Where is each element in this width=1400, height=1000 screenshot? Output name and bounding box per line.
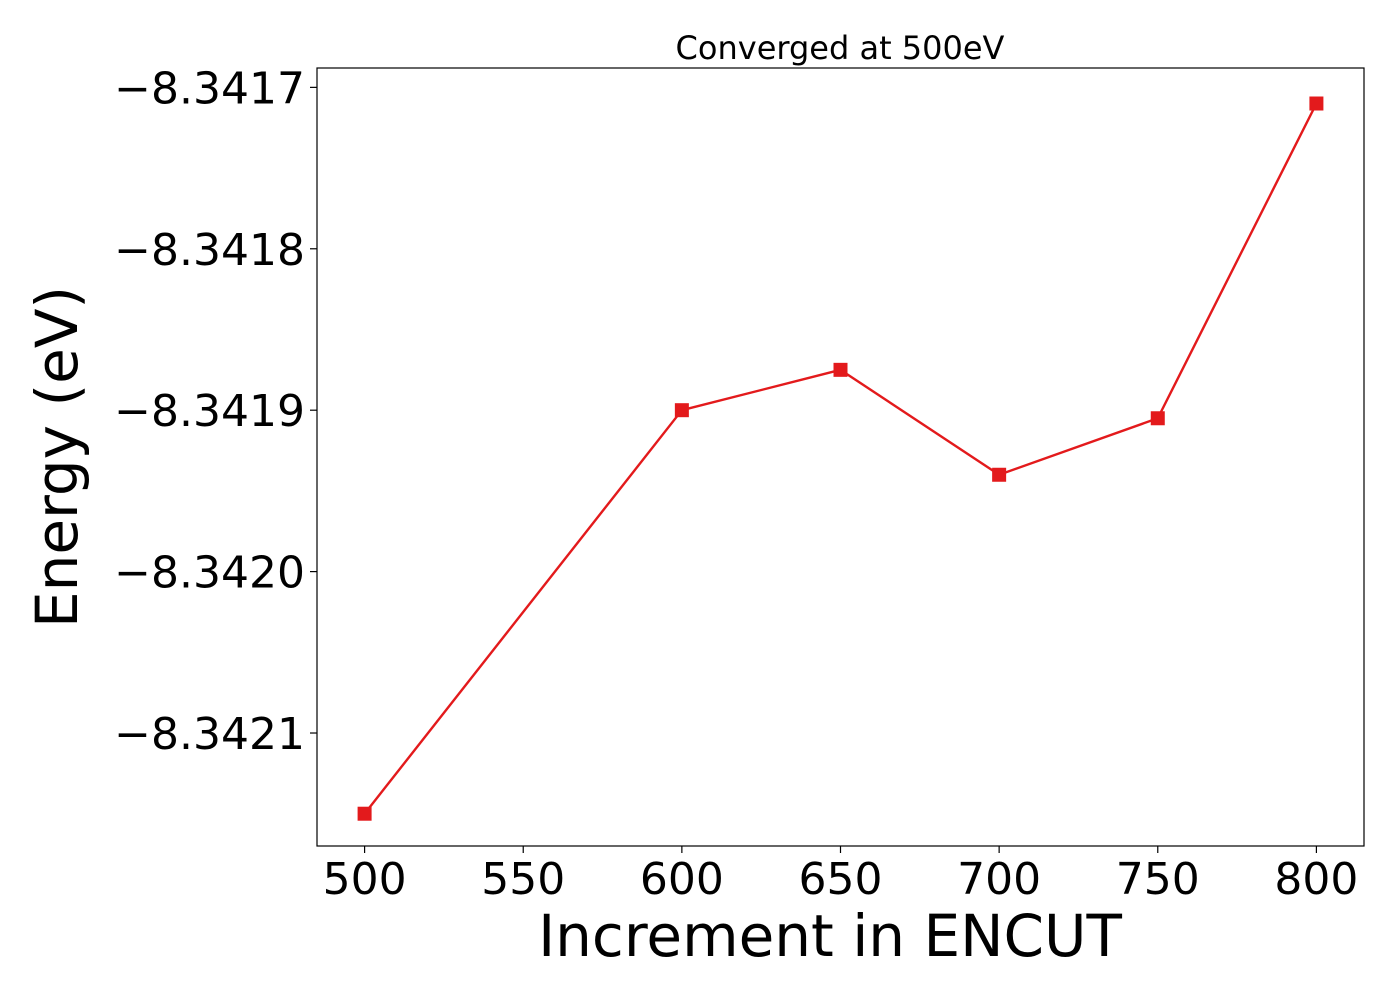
y-tick-label: −8.3420	[114, 548, 305, 599]
data-point-marker	[1309, 96, 1324, 111]
y-tick-label: −8.3418	[114, 225, 305, 276]
y-tick-label: −8.3419	[114, 386, 305, 437]
x-tick-label: 750	[1116, 854, 1200, 905]
data-point-marker	[674, 403, 689, 418]
x-tick-label: 600	[640, 854, 724, 905]
y-tick-label: −8.3417	[114, 63, 305, 114]
series-line	[363, 102, 1318, 815]
x-tick-label: 700	[957, 854, 1041, 905]
data-point-marker	[833, 362, 848, 377]
data-point-marker	[1150, 411, 1165, 426]
x-tick-label: 800	[1274, 854, 1358, 905]
x-tick-label: 650	[799, 854, 883, 905]
y-axis-label: Energy (eV)	[23, 286, 91, 628]
x-axis-ticks: 500 550 600 650 700 750 800	[323, 846, 1358, 905]
data-point-marker	[992, 467, 1007, 482]
data-point-marker	[357, 806, 372, 821]
y-axis-ticks: −8.3417 −8.3418 −8.3419 −8.3420 −8.3421	[114, 63, 317, 760]
series-layer	[357, 96, 1324, 821]
x-tick-label: 500	[323, 854, 407, 905]
y-tick-label: −8.3421	[114, 709, 305, 760]
x-tick-label: 550	[481, 854, 565, 905]
x-axis-label: Increment in ENCUT	[538, 902, 1122, 970]
chart-title: Converged at 500eV	[676, 29, 1005, 67]
